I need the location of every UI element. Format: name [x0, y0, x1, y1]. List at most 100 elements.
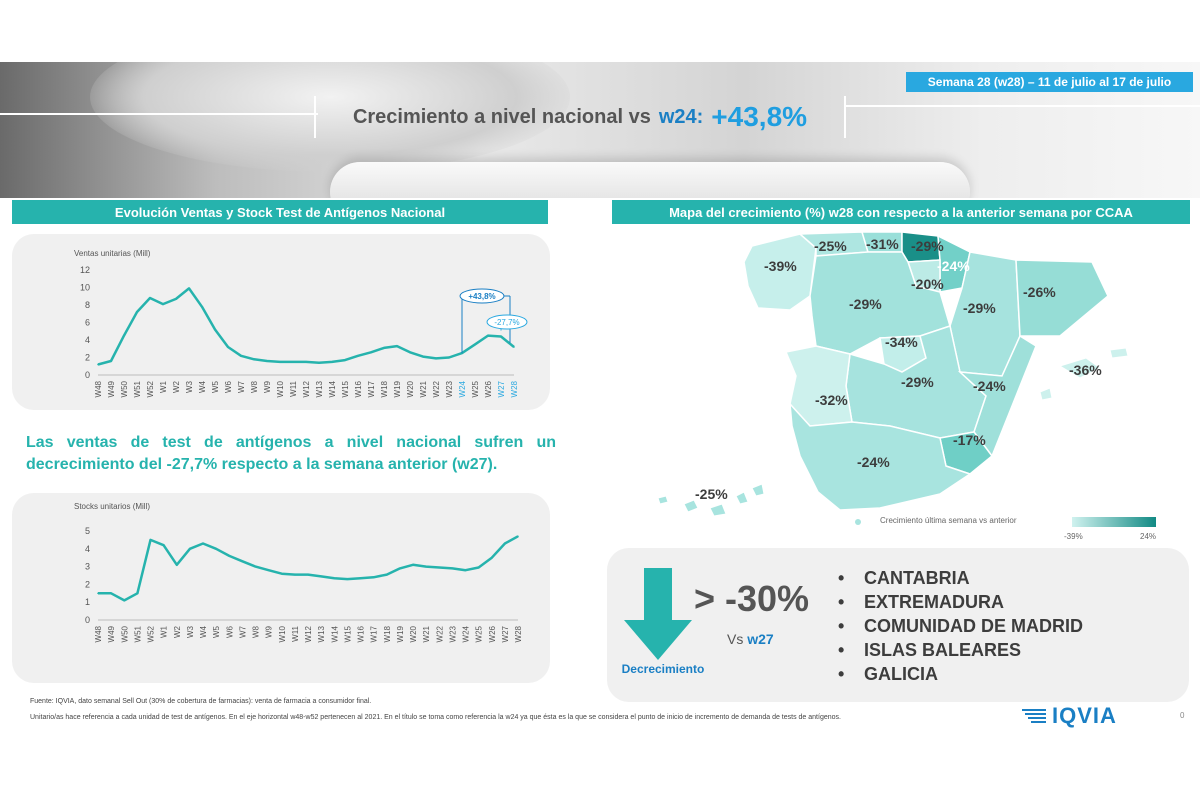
- x-tick-label: W19: [393, 380, 402, 397]
- x-tick-label: W1: [160, 625, 169, 638]
- data-point: [504, 542, 506, 545]
- data-point: [500, 335, 502, 338]
- data-point: [399, 567, 401, 570]
- data-point: [123, 599, 126, 602]
- map-legend-min: -39%: [1064, 532, 1083, 541]
- x-tick-label: W11: [289, 380, 298, 396]
- x-tick-label: W4: [199, 625, 208, 638]
- comparison-label: Vs w27: [727, 631, 774, 647]
- map-label-baleares: -36%: [1069, 362, 1102, 378]
- x-tick-label: W13: [315, 380, 324, 397]
- data-point: [136, 311, 138, 313]
- data-point: [97, 363, 99, 366]
- map-label-castilla-mancha: -29%: [901, 374, 934, 390]
- x-tick-label: W23: [445, 380, 454, 397]
- x-tick-label: W17: [370, 625, 379, 642]
- x-tick-label: W24: [458, 380, 467, 397]
- x-tick-label: W12: [302, 380, 311, 397]
- x-tick-label: W7: [238, 625, 247, 638]
- annotation-label: +43,8%: [468, 292, 495, 301]
- x-tick-label: W5: [211, 380, 220, 393]
- logo-stripes-icon: [1022, 709, 1046, 723]
- chart-title: Ventas unitarias (Mill): [74, 249, 151, 258]
- data-point: [188, 287, 190, 290]
- annotation-bubble: [486, 314, 528, 330]
- y-tick-label: 8: [85, 300, 90, 310]
- x-tick-label: W26: [484, 380, 493, 397]
- region-valencia: [957, 334, 1037, 458]
- x-tick-label: W10: [278, 625, 287, 642]
- list-item: • COMUNIDAD DE MADRID: [838, 616, 1083, 636]
- x-tick-label: W15: [341, 380, 350, 397]
- sales-section-header: Evolución Ventas y Stock Test de Antígen…: [12, 200, 548, 224]
- data-point: [254, 565, 257, 568]
- stock-chart-panel: Stocks unitarios (Mill) 0 1 2 3 4 5 W48 W49 W50 W5…: [12, 493, 550, 683]
- title-reference: w24:: [658, 105, 704, 128]
- x-tick-label: W18: [380, 380, 389, 397]
- data-point: [266, 360, 268, 362]
- data-point: [438, 566, 441, 569]
- map-label-andalucia: -24%: [857, 454, 890, 470]
- x-tick-label: W24: [462, 625, 471, 642]
- data-point: [464, 569, 467, 571]
- logo-text: IQVIA: [1052, 703, 1117, 728]
- data-point: [487, 334, 489, 337]
- x-tick-label: W14: [328, 380, 337, 397]
- data-point: [372, 576, 375, 579]
- map-label-pais-vasco: -29%: [911, 238, 944, 254]
- data-point: [175, 564, 178, 566]
- comparison-week: w27: [747, 631, 774, 647]
- x-tick-label: W16: [357, 625, 366, 642]
- data-point: [425, 565, 427, 568]
- title-growth-value: +43,8%: [711, 101, 808, 132]
- x-tick-label: W13: [317, 625, 326, 642]
- x-tick-label: W8: [250, 380, 259, 393]
- data-point: [517, 535, 519, 538]
- y-tick-label: 1: [85, 597, 90, 607]
- x-tick-label: W52: [147, 625, 156, 642]
- data-point: [162, 303, 164, 305]
- data-point: [370, 351, 372, 354]
- x-tick-label: W2: [173, 625, 182, 638]
- data-point: [294, 573, 296, 576]
- data-point: [451, 567, 454, 570]
- y-tick-label: 4: [85, 544, 90, 554]
- x-tick-label: W25: [471, 380, 480, 397]
- spain-ccaa-map: [657, 231, 1129, 525]
- list-item: • EXTREMADURA: [838, 592, 1005, 612]
- x-tick-label: W2: [172, 380, 181, 393]
- data-point: [477, 566, 480, 569]
- data-point: [307, 573, 309, 576]
- x-tick-label: W18: [383, 625, 392, 642]
- methodology-note: Unitario/as hace referencia a cada unida…: [30, 714, 841, 721]
- data-point: [215, 548, 217, 550]
- region-baleares-menorca: [1109, 347, 1129, 359]
- down-arrow-icon: [624, 568, 692, 660]
- map-label-galicia: -39%: [764, 258, 797, 274]
- map-label-canarias: -25%: [695, 486, 728, 502]
- sales-statement: Las ventas de test de antígenos a nivel …: [26, 434, 556, 473]
- iqvia-logo: IQVIA: [1022, 703, 1117, 729]
- summary-panel: [607, 548, 1189, 702]
- x-tick-label: W27: [501, 625, 510, 642]
- data-point: [267, 569, 270, 571]
- y-tick-label: 5: [85, 526, 90, 536]
- x-tick-label: W9: [265, 625, 274, 638]
- region-ceuta: [855, 519, 861, 525]
- data-point: [253, 358, 255, 361]
- data-point: [344, 359, 346, 361]
- y-tick-label: 12: [80, 265, 90, 275]
- x-tick-label: W48: [94, 380, 103, 397]
- map-label-extremadura: -32%: [815, 392, 848, 408]
- region-baleares: [1058, 357, 1101, 379]
- data-point: [318, 361, 320, 364]
- data-point: [359, 577, 362, 579]
- data-point: [227, 346, 229, 348]
- y-tick-label: 0: [85, 370, 90, 380]
- sales-chart: Ventas unitarias (Mill) 0 2 4 6 8 10 12 W48 W49 W5…: [74, 249, 528, 397]
- y-tick-label: 3: [85, 562, 90, 572]
- x-tick-label: W1: [159, 380, 168, 393]
- x-tick-label: W9: [263, 380, 272, 393]
- map-legend-max: 24%: [1140, 532, 1157, 541]
- x-tick-label: W15: [343, 625, 352, 642]
